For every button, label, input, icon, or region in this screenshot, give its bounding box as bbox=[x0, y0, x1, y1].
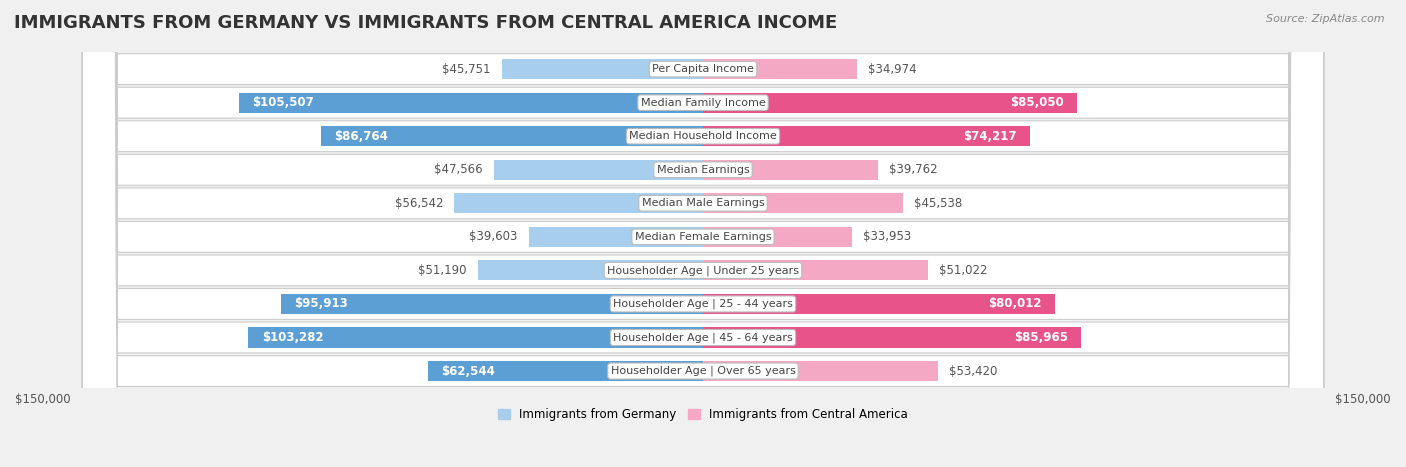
Text: Householder Age | 45 - 64 years: Householder Age | 45 - 64 years bbox=[613, 332, 793, 343]
Text: $45,751: $45,751 bbox=[441, 63, 491, 76]
Bar bbox=[703, 294, 1054, 314]
Bar bbox=[703, 361, 938, 381]
Bar bbox=[703, 126, 1029, 146]
Text: $33,953: $33,953 bbox=[863, 230, 911, 243]
Text: Median Family Income: Median Family Income bbox=[641, 98, 765, 108]
Text: $62,544: $62,544 bbox=[441, 365, 495, 377]
FancyBboxPatch shape bbox=[83, 0, 1323, 467]
Text: Householder Age | Under 25 years: Householder Age | Under 25 years bbox=[607, 265, 799, 276]
Text: $80,012: $80,012 bbox=[988, 297, 1042, 311]
Text: $95,913: $95,913 bbox=[294, 297, 347, 311]
Text: Median Household Income: Median Household Income bbox=[628, 131, 778, 141]
FancyBboxPatch shape bbox=[83, 0, 1323, 467]
Bar bbox=[703, 227, 852, 247]
Text: $39,603: $39,603 bbox=[470, 230, 517, 243]
Bar bbox=[427, 361, 703, 381]
Text: Source: ZipAtlas.com: Source: ZipAtlas.com bbox=[1267, 14, 1385, 24]
Text: $39,762: $39,762 bbox=[889, 163, 938, 176]
Bar bbox=[454, 193, 703, 213]
Text: $85,965: $85,965 bbox=[1014, 331, 1069, 344]
Text: $86,764: $86,764 bbox=[335, 130, 388, 143]
Text: $56,542: $56,542 bbox=[395, 197, 443, 210]
Bar bbox=[529, 227, 703, 247]
FancyBboxPatch shape bbox=[83, 0, 1323, 467]
FancyBboxPatch shape bbox=[83, 0, 1323, 467]
Bar bbox=[703, 260, 928, 281]
FancyBboxPatch shape bbox=[83, 0, 1323, 467]
Text: $53,420: $53,420 bbox=[949, 365, 997, 377]
Bar bbox=[703, 160, 877, 180]
Bar bbox=[703, 59, 856, 79]
Text: IMMIGRANTS FROM GERMANY VS IMMIGRANTS FROM CENTRAL AMERICA INCOME: IMMIGRANTS FROM GERMANY VS IMMIGRANTS FR… bbox=[14, 14, 838, 32]
Legend: Immigrants from Germany, Immigrants from Central America: Immigrants from Germany, Immigrants from… bbox=[494, 403, 912, 425]
Bar bbox=[703, 92, 1077, 113]
Bar bbox=[703, 327, 1081, 347]
Text: $45,538: $45,538 bbox=[914, 197, 963, 210]
Text: $47,566: $47,566 bbox=[434, 163, 482, 176]
Text: $51,022: $51,022 bbox=[939, 264, 987, 277]
Text: Householder Age | 25 - 44 years: Householder Age | 25 - 44 years bbox=[613, 299, 793, 309]
Text: $74,217: $74,217 bbox=[963, 130, 1017, 143]
Bar bbox=[321, 126, 703, 146]
Bar bbox=[281, 294, 703, 314]
Bar bbox=[478, 260, 703, 281]
Text: Median Female Earnings: Median Female Earnings bbox=[634, 232, 772, 242]
Bar bbox=[502, 59, 703, 79]
Bar bbox=[249, 327, 703, 347]
Bar bbox=[239, 92, 703, 113]
Text: $85,050: $85,050 bbox=[1011, 96, 1064, 109]
FancyBboxPatch shape bbox=[83, 0, 1323, 467]
Text: $105,507: $105,507 bbox=[252, 96, 314, 109]
FancyBboxPatch shape bbox=[83, 0, 1323, 467]
FancyBboxPatch shape bbox=[83, 0, 1323, 467]
Text: Median Earnings: Median Earnings bbox=[657, 165, 749, 175]
Text: Householder Age | Over 65 years: Householder Age | Over 65 years bbox=[610, 366, 796, 376]
Bar bbox=[703, 193, 904, 213]
Bar bbox=[494, 160, 703, 180]
FancyBboxPatch shape bbox=[83, 0, 1323, 467]
Text: $51,190: $51,190 bbox=[418, 264, 467, 277]
Text: $34,974: $34,974 bbox=[868, 63, 917, 76]
Text: Median Male Earnings: Median Male Earnings bbox=[641, 198, 765, 208]
Text: $103,282: $103,282 bbox=[262, 331, 323, 344]
FancyBboxPatch shape bbox=[83, 0, 1323, 467]
Text: Per Capita Income: Per Capita Income bbox=[652, 64, 754, 74]
